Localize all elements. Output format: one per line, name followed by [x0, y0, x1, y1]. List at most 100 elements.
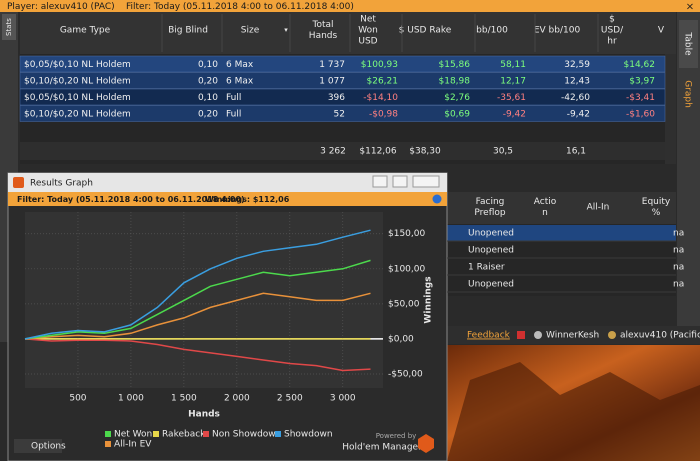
hand-cell: Unopened [468, 246, 514, 256]
table-header [20, 12, 676, 54]
graph-tab[interactable] [679, 72, 698, 116]
table-row[interactable] [19, 55, 666, 73]
table-cell: $26,21 [367, 77, 399, 87]
table-cell: -42,60 [561, 93, 590, 103]
graph-filter-bar [8, 192, 447, 206]
status-bar [447, 326, 700, 344]
stats-tab[interactable] [2, 14, 16, 40]
brand: Hold'em Manager [342, 443, 422, 453]
scrollbar[interactable] [665, 54, 676, 164]
table-cell: -$3,41 [626, 93, 655, 103]
table-cell: 1 077 [319, 77, 345, 87]
table-cell: 6 Max [226, 60, 254, 70]
column-header[interactable]: Won [358, 26, 378, 36]
hand-cell: Unopened [468, 280, 514, 290]
total-cell: $38,30 [409, 147, 441, 157]
legend-label: All-In EV [114, 440, 152, 450]
legend-label: Showdown [284, 430, 333, 440]
legend-label: Rakeback [162, 430, 206, 440]
options-button[interactable] [14, 439, 62, 453]
filter-label: Filter: Today (05.11.2018 4:00 to 06.11.… [126, 2, 354, 12]
column-header[interactable]: $ USD Rake [399, 26, 452, 36]
table-cell: $14,62 [624, 60, 656, 70]
minimize-button[interactable] [372, 175, 388, 188]
column-header[interactable]: $ [609, 15, 615, 25]
column-header[interactable]: Facing [476, 197, 505, 207]
hand-cell: 1 Raiser [468, 263, 505, 273]
column-header[interactable]: All-In [587, 203, 610, 213]
sort-arrow: ▾ [284, 26, 288, 34]
close-button[interactable] [412, 175, 440, 188]
column-header[interactable]: Equity [642, 197, 671, 207]
header-bar [0, 0, 700, 12]
help-icon[interactable] [432, 194, 442, 204]
options-label[interactable]: Options [31, 442, 66, 452]
table-cell: 0,20 [198, 77, 218, 87]
x-tick-label: 2 000 [224, 394, 250, 404]
x-axis-label: Hands [188, 410, 220, 420]
graph-winnings: Winnings: $112,06 [205, 195, 290, 204]
user-icon [534, 331, 542, 339]
y-tick-label: $50,00 [388, 299, 420, 309]
table-cell: 0,10 [198, 60, 218, 70]
column-header[interactable]: USD/ [601, 26, 624, 36]
legend-swatch [105, 441, 111, 447]
x-tick-label: 2 500 [277, 394, 303, 404]
y-tick-label: $100,00 [388, 264, 425, 274]
column-header[interactable]: Total [311, 20, 333, 30]
graph-tab-label[interactable]: Graph [683, 80, 693, 108]
table-cell: $3,97 [629, 77, 655, 87]
table-tab-label[interactable]: Table [683, 31, 693, 56]
column-header[interactable]: Hands [309, 31, 338, 41]
column-header[interactable]: Game Type [60, 26, 111, 36]
user-label: WinnerKesh [546, 331, 599, 341]
graph-title-bar [8, 173, 447, 192]
column-header[interactable]: Preflop [474, 208, 505, 218]
feedback-link[interactable]: Feedback [467, 331, 511, 341]
table-cell: -$14,10 [363, 93, 398, 103]
table-cell: $0,05/$0,10 NL Holdem [24, 60, 131, 70]
column-header[interactable]: EV bb/100 [534, 26, 581, 36]
table-row[interactable] [19, 88, 666, 106]
column-header[interactable]: bb/100 [476, 26, 508, 36]
table-row[interactable] [19, 105, 666, 122]
maximize-button[interactable] [392, 175, 408, 188]
table-tab[interactable] [679, 20, 698, 68]
column-header[interactable]: % [652, 208, 661, 218]
hand-row-selected[interactable] [447, 225, 676, 241]
column-header[interactable]: USD [358, 37, 377, 47]
legend-swatch [153, 431, 159, 437]
stats-tab-label[interactable]: Stats [5, 18, 13, 36]
x-tick-label: 1 500 [171, 394, 197, 404]
table-cell: Full [226, 110, 241, 120]
legend-label: Net Won [114, 430, 152, 440]
y-tick-label: $0,00 [388, 334, 414, 344]
table-cell: $0,10/$0,20 NL Holdem [24, 77, 131, 87]
column-header[interactable]: n [542, 208, 548, 218]
column-header[interactable]: hr [607, 37, 617, 47]
x-tick-label: 500 [69, 394, 86, 404]
hand-cell: na [673, 246, 684, 256]
column-header[interactable]: Actio [534, 197, 557, 207]
table-cell: 12,43 [564, 77, 590, 87]
close-button[interactable]: × [686, 2, 694, 13]
total-cell: 30,5 [493, 147, 513, 157]
table-cell: 1 737 [319, 60, 345, 70]
table-cell: $0,05/$0,10 NL Holdem [24, 93, 131, 103]
table-cell: $15,86 [439, 60, 471, 70]
user-label: alexuv410 (Pacific) [620, 331, 700, 341]
totals-row [20, 142, 665, 160]
flag-icon [517, 331, 525, 339]
legend-swatch [275, 431, 281, 437]
column-header[interactable]: Size [241, 26, 260, 36]
column-header[interactable]: Net [360, 15, 376, 25]
table-row[interactable] [19, 72, 666, 89]
table-cell: 0,20 [198, 110, 218, 120]
table-cell: 32,59 [564, 60, 590, 70]
legend-swatch [105, 431, 111, 437]
y-tick-label: -$50,00 [388, 369, 423, 379]
column-header[interactable]: V [658, 26, 665, 36]
column-header[interactable]: Big Blind [168, 26, 208, 36]
series-line [24, 259, 371, 340]
